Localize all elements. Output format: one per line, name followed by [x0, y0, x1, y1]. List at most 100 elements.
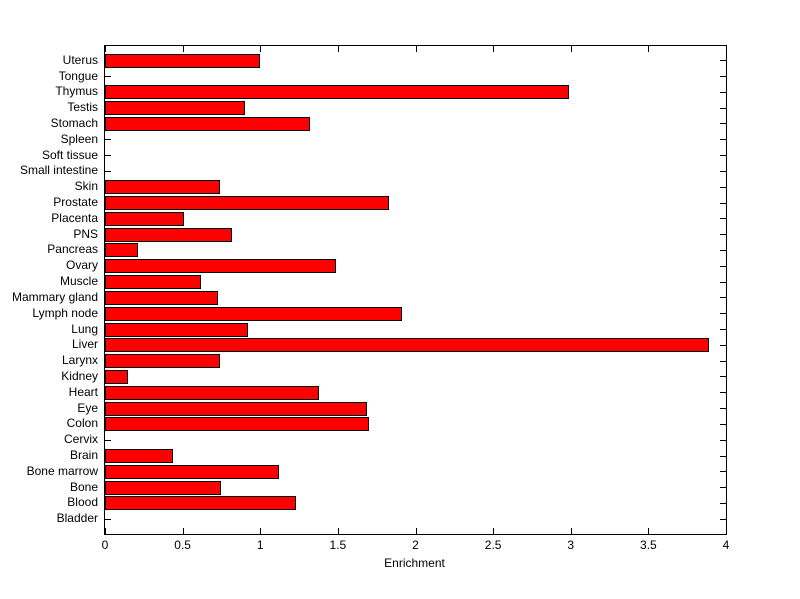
y-tick [720, 265, 726, 267]
category-label: Prostate [53, 195, 98, 210]
bar-bone-marrow [105, 464, 279, 479]
bar-thymus [105, 85, 570, 100]
bar-ovary [105, 259, 337, 274]
y-tick [720, 487, 726, 489]
x-tick [493, 46, 495, 52]
y-tick [105, 518, 111, 520]
y-tick [720, 218, 726, 220]
category-label: Lung [71, 321, 98, 336]
bar-eye [105, 401, 368, 416]
x-tick [105, 46, 106, 52]
category-label: Pancreas [47, 242, 98, 257]
bar-blood [105, 496, 296, 511]
bar-liver [105, 338, 709, 353]
y-tick [720, 155, 726, 157]
category-label: Soft tissue [41, 147, 98, 162]
y-tick [720, 439, 726, 441]
x-tick [260, 528, 262, 534]
y-tick [720, 249, 726, 251]
category-label: Placenta [51, 210, 98, 225]
category-label: Bone marrow [26, 463, 98, 478]
category-label: Heart [68, 384, 98, 399]
x-tick [415, 528, 417, 534]
bar-placenta [105, 211, 185, 226]
x-tick [337, 528, 339, 534]
bar-testis [105, 101, 245, 116]
x-tick-label: 4 [722, 538, 730, 552]
category-label: Thymus [55, 84, 98, 99]
category-label: Cervix [63, 432, 98, 447]
x-tick [415, 46, 417, 52]
y-tick [720, 360, 726, 362]
x-tick [570, 528, 572, 534]
bar-kidney [105, 369, 129, 384]
y-tick [720, 455, 726, 457]
y-tick [720, 471, 726, 473]
category-label: Uterus [62, 52, 98, 67]
x-tick [337, 46, 339, 52]
bar-heart [105, 385, 320, 400]
y-tick [720, 376, 726, 378]
bar-pancreas [105, 243, 138, 258]
y-tick [720, 123, 726, 125]
bar-prostate [105, 196, 390, 211]
bar-larynx [105, 354, 220, 369]
category-label: Blood [67, 495, 98, 510]
y-tick [720, 186, 726, 188]
y-tick [720, 329, 726, 331]
bar-brain [105, 449, 174, 463]
category-label: Tongue [58, 68, 98, 83]
bar-bone [105, 480, 222, 495]
category-label: Kidney [61, 368, 98, 383]
plot-area [104, 45, 727, 535]
x-tick [726, 46, 727, 52]
y-tick [720, 392, 726, 394]
y-tick [105, 139, 111, 141]
category-label: Skin [74, 179, 98, 194]
category-label: Eye [77, 400, 98, 415]
bar-pns [105, 227, 233, 242]
category-label: Colon [66, 416, 98, 431]
category-label: Small intestine [19, 163, 98, 178]
bar-stomach [105, 116, 310, 131]
x-tick [105, 528, 106, 534]
category-label: PNS [73, 226, 98, 241]
x-tick [182, 46, 184, 52]
y-tick [720, 170, 726, 172]
x-tick-label: 0 [101, 538, 109, 552]
x-tick [260, 46, 262, 52]
category-label: Lymph node [32, 305, 98, 320]
x-tick-label: 0.5 [174, 538, 191, 552]
y-tick [105, 170, 111, 172]
category-label: Testis [67, 100, 98, 115]
y-tick [105, 155, 111, 157]
y-tick [105, 439, 111, 441]
category-label: Bone [69, 479, 98, 494]
x-tick-label: 2 [412, 538, 419, 552]
category-label: Liver [71, 337, 98, 352]
y-tick [720, 202, 726, 204]
bar-colon [105, 417, 369, 432]
y-tick [720, 234, 726, 236]
x-tick [648, 46, 650, 52]
bar-skin [105, 180, 220, 195]
category-label: Muscle [59, 274, 98, 289]
category-label: Larynx [61, 353, 98, 368]
category-label: Brain [69, 448, 98, 462]
x-tick [648, 528, 650, 534]
x-tick-label: 3 [567, 538, 575, 552]
x-tick [493, 528, 495, 534]
category-label: Spleen [60, 131, 98, 146]
x-tick [726, 528, 727, 534]
x-tick-label: 1.5 [329, 538, 347, 552]
x-tick-label: 2.5 [484, 538, 502, 552]
x-tick-label: 1 [256, 538, 264, 552]
y-tick [720, 107, 726, 109]
y-tick [720, 518, 726, 520]
y-tick [720, 502, 726, 504]
y-tick [720, 139, 726, 141]
category-label: Stomach [50, 115, 98, 130]
category-label: Mammary gland [11, 289, 98, 304]
y-tick [720, 60, 726, 62]
